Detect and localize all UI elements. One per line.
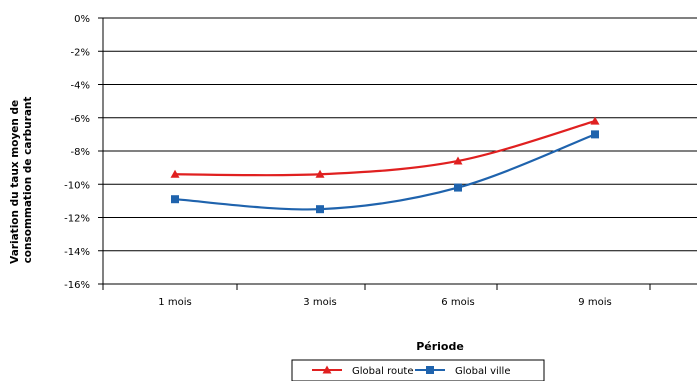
series (170, 116, 600, 214)
y-tick-label: -6% (71, 114, 90, 125)
y-axis-title: Variation du taux moyen de consommation … (9, 96, 34, 264)
y-tick-label: -2% (71, 47, 90, 58)
x-tick-label: 6 mois (441, 297, 474, 308)
data-point-triangle (315, 169, 325, 178)
y-tick-label: 0% (74, 14, 90, 25)
data-point-triangle (453, 156, 463, 165)
y-tick-label: -12% (64, 214, 90, 225)
y-tick-label: -8% (71, 147, 90, 158)
legend-label: Global ville (455, 366, 510, 377)
x-tick-labels: 1 mois 3 mois 6 mois 9 mois (158, 297, 611, 308)
x-tick-label: 1 mois (158, 297, 191, 308)
data-point-square (591, 130, 599, 139)
data-point-square (316, 205, 324, 214)
y-tick-labels: 0% -2% -4% -6% -8% -10% -12% -14% -16% (64, 14, 90, 291)
gridlines (103, 17, 697, 252)
data-point-square (171, 195, 179, 204)
y-tick-label: -14% (64, 247, 90, 258)
legend: Global route Global ville (291, 359, 545, 382)
legend-label: Global route (352, 366, 414, 377)
y-axis-title-line-1: Variation du taux moyen de (9, 100, 21, 264)
axes (98, 17, 697, 290)
x-tick-label: 9 mois (578, 297, 611, 308)
y-tick-label: -10% (64, 180, 90, 191)
data-point-triangle (170, 169, 180, 178)
y-tick-label: -16% (64, 280, 90, 291)
x-axis-title: Période (416, 340, 464, 353)
series-line (174, 133, 596, 211)
data-point-triangle (590, 116, 600, 125)
series-line (174, 120, 596, 177)
y-axis-title-line-2: consommation de carburant (22, 97, 34, 264)
data-point-square (454, 183, 462, 192)
x-tick-label: 3 mois (303, 297, 336, 308)
y-tick-label: -4% (71, 81, 90, 92)
data-point-triangle (322, 365, 332, 374)
data-point-square (426, 366, 434, 374)
